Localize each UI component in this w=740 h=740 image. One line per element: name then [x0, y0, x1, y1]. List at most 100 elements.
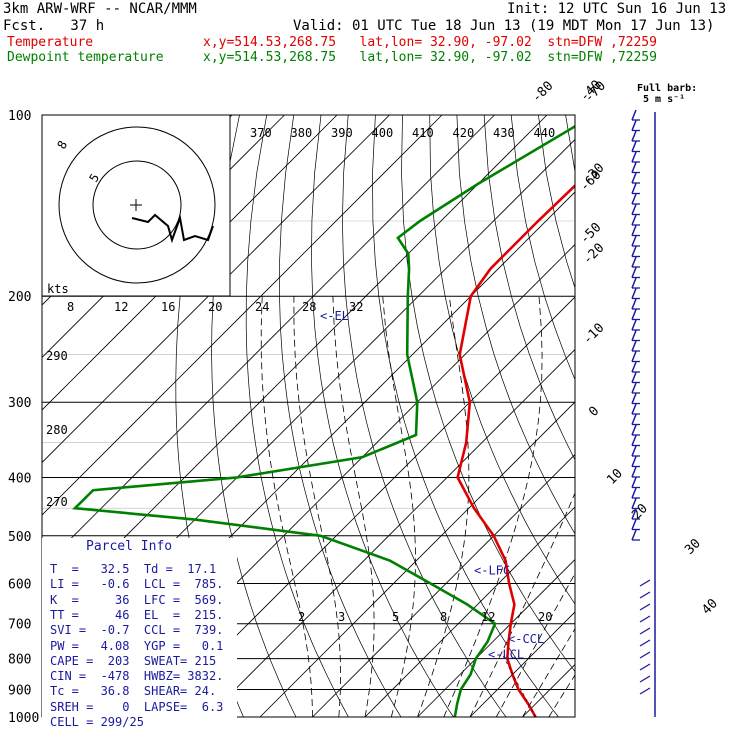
isotherm--30 — [207, 348, 575, 717]
moist-adiabat-0 — [332, 296, 375, 717]
wind-barb-low — [639, 687, 651, 695]
wind-barb — [631, 225, 637, 236]
wind-barb — [631, 204, 637, 215]
dewpoint-location: x,y=514.53,268.75 lat,lon= 32.90, -97.02… — [203, 50, 657, 65]
mixing-ratio-label-12: 12 — [114, 300, 128, 314]
dry-adiabat-420 — [674, 115, 740, 717]
parcel-info-row: SREH = 0 LAPSE= 6.3 — [50, 699, 224, 714]
isotherm-20 — [469, 611, 575, 717]
wind-barb — [631, 508, 637, 520]
pressure-label-700: 700 — [8, 618, 31, 633]
barb-legend-line1: Full barb: — [637, 83, 698, 94]
wind-barb — [631, 529, 637, 541]
moist-adiabat-5 — [382, 296, 416, 717]
pressure-label-400: 400 — [8, 471, 31, 486]
wind-barb — [631, 235, 637, 247]
parcel-info-row: CAPE = 203 SWEAT= 215 — [50, 653, 217, 668]
theta-label-440: 440 — [534, 126, 556, 140]
wind-barb — [631, 498, 637, 509]
mixing-ratio-label-32: 32 — [349, 300, 363, 314]
wind-barb — [631, 120, 637, 131]
wind-barb-low — [639, 615, 651, 623]
wind-barb-low — [639, 627, 651, 635]
level-marker-lfc: <-LFC — [474, 564, 510, 578]
parcel-info-row: K = 36 LFC = 569. — [50, 592, 224, 607]
plot-frame — [41, 114, 576, 718]
mixing-ratio-low-label-20: 20 — [538, 610, 552, 624]
moist-adiabat-30 — [522, 627, 575, 717]
wind-barb — [631, 256, 637, 268]
wind-barb — [631, 151, 637, 163]
pressure-label-100: 100 — [8, 109, 31, 124]
isotherm-label-30: 30 — [682, 536, 704, 558]
wind-barb-low — [639, 651, 651, 659]
mixing-ratio-low-label-5: 5 — [392, 610, 399, 624]
temperature-profile — [456, 183, 575, 717]
isotherm-0 — [364, 506, 575, 717]
model-title: 3km ARW-WRF -- NCAR/MMM — [3, 1, 197, 17]
mixing-ratio-low-label-8: 8 — [440, 610, 447, 624]
wind-barb — [631, 382, 637, 394]
pressure-label-300: 300 — [8, 396, 31, 411]
hodograph-ring-outer — [58, 126, 216, 284]
theta-left-label-270: 270 — [46, 495, 68, 509]
dry-adiabat-360 — [510, 115, 575, 381]
mixing-ratio-label-20: 20 — [208, 300, 222, 314]
isotherm--10 — [312, 453, 575, 717]
wind-barb-low — [639, 639, 651, 647]
isotherm-label--10: -10 — [580, 321, 607, 348]
wind-barb — [631, 141, 637, 152]
dry-adiabat-400 — [620, 115, 740, 717]
dry-adiabat-280 — [279, 115, 402, 717]
wind-barb — [631, 477, 637, 488]
pressure-label-600: 600 — [8, 577, 31, 592]
temperature-location: x,y=514.53,268.75 lat,lon= 32.90, -97.02… — [203, 35, 657, 50]
wind-barb — [631, 456, 637, 467]
mixing-ratio-label-24: 24 — [255, 300, 269, 314]
wind-barb — [631, 288, 637, 299]
parcel-info-row: SVI = -0.7 CCL = 739. — [50, 623, 224, 638]
moist-adiabat-40 — [574, 716, 575, 717]
wind-barb — [631, 172, 637, 184]
mixing-ratio-low-label-3: 3 — [338, 610, 345, 624]
moist-adiabat--5 — [293, 296, 341, 717]
wind-barb — [631, 361, 637, 373]
mixing-ratio-low-label-12: 12 — [481, 610, 495, 624]
parcel-info-panel — [42, 538, 237, 728]
moist-adiabat-20 — [469, 492, 575, 717]
wind-barb — [631, 424, 637, 436]
wind-barb — [631, 351, 637, 362]
dry-adiabat-350 — [483, 115, 575, 461]
moist-adiabat-15 — [443, 296, 543, 717]
hodograph-trace — [131, 213, 214, 244]
dry-adiabat-340 — [456, 115, 575, 535]
dry-adiabat-410 — [647, 115, 740, 717]
wind-barb — [631, 130, 637, 142]
wind-barb-low — [639, 579, 651, 587]
wind-barb — [631, 277, 637, 289]
isotherm-50 — [628, 115, 740, 717]
dry-adiabat-390 — [593, 115, 740, 717]
isotherm--40 — [154, 296, 575, 717]
dry-adiabat-440 — [729, 115, 740, 717]
parcel-info-row: T = 32.5 Td = 17.1 — [50, 562, 217, 576]
wind-barb — [631, 246, 637, 257]
dry-adiabat-270 — [245, 115, 349, 717]
mixing-ratio-label-8: 8 — [67, 300, 74, 314]
wind-barb — [631, 162, 637, 173]
theta-label-380: 380 — [291, 126, 313, 140]
wind-barb — [631, 298, 637, 310]
level-marker-ccl: <-CCL — [508, 632, 544, 646]
wind-barb — [631, 372, 637, 383]
wind-barb-low — [639, 663, 651, 671]
wind-barb — [631, 330, 637, 341]
parcel-info-row: Tc = 36.8 SHEAR= 24. — [50, 684, 217, 699]
wind-barb — [631, 109, 637, 121]
isotherm-label--50: -50 — [577, 220, 604, 247]
moist-adiabat--10 — [260, 296, 313, 717]
isotherm--20 — [259, 401, 575, 717]
dry-adiabat-430 — [702, 115, 740, 717]
wind-barb — [631, 403, 637, 415]
wind-barb — [631, 519, 637, 530]
